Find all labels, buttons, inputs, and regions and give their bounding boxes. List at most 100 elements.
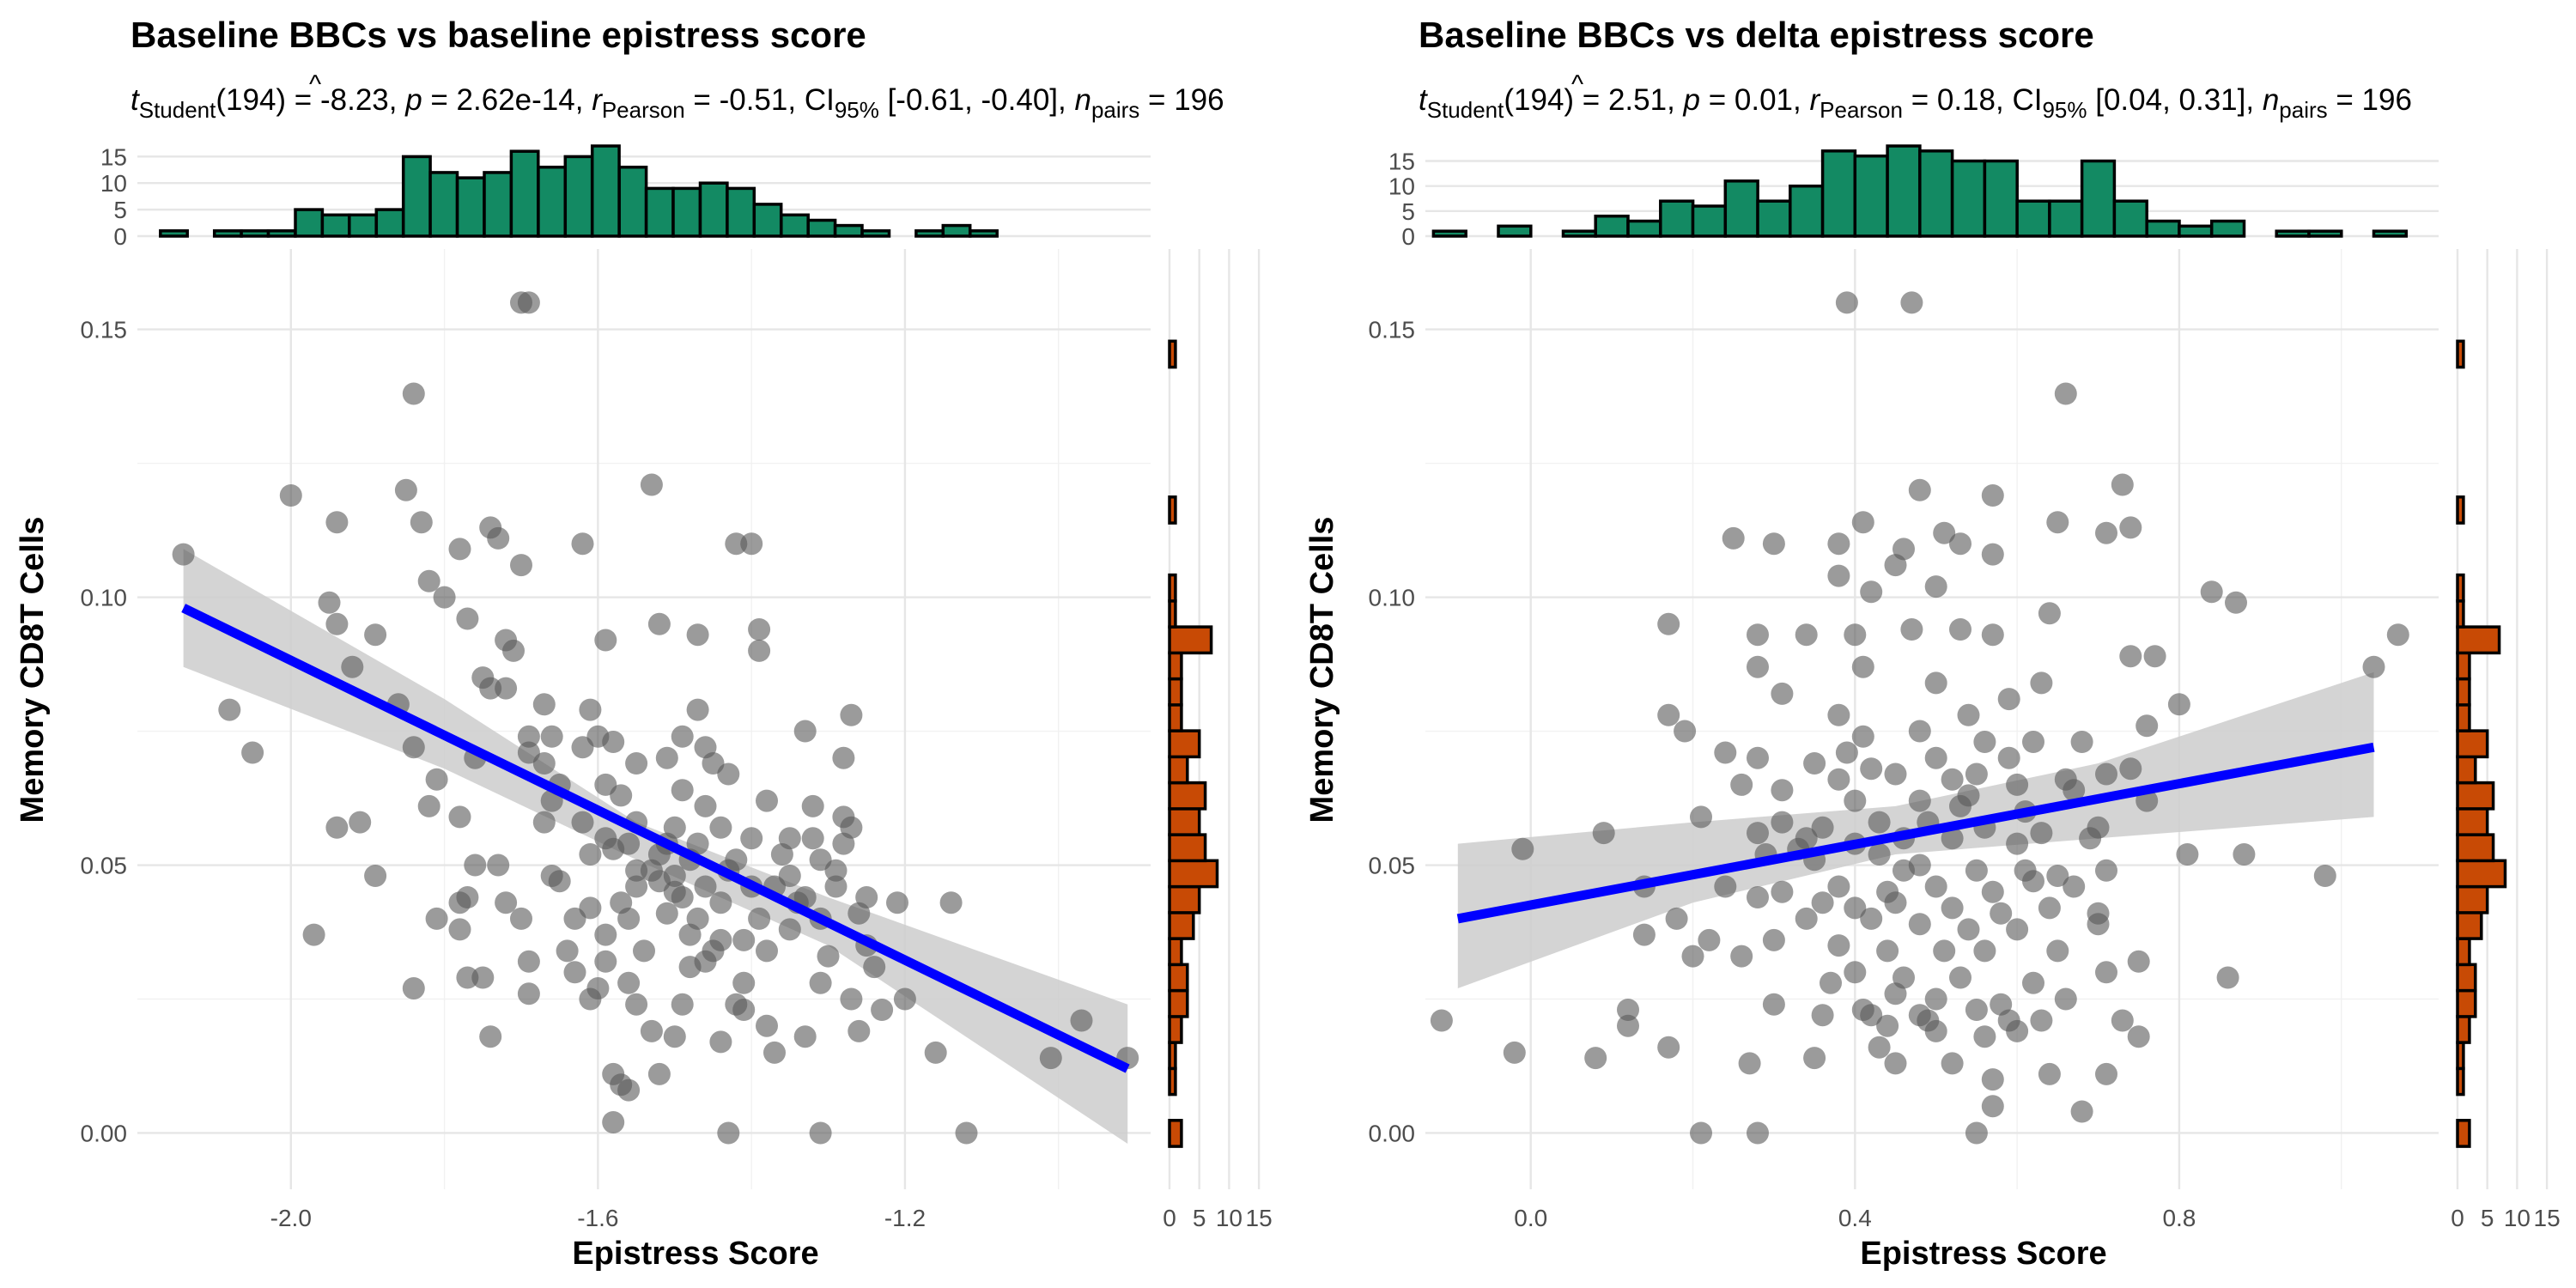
panel-left-y-tick-label: 0.00	[81, 1120, 128, 1146]
panel-right-x-histogram-bar	[1983, 159, 2019, 238]
panel-right-r-hat: ^	[1571, 70, 1583, 99]
panel-right-x-histogram-bar	[1853, 154, 1889, 238]
panel-left-data-point	[686, 698, 709, 721]
panel-left-x-histogram-bar	[240, 229, 270, 238]
panel-left-data-point	[848, 902, 871, 925]
panel-right-data-point	[1981, 1068, 2004, 1091]
panel-right-data-point	[1722, 526, 1745, 550]
panel-left-data-point	[809, 1121, 832, 1145]
panel-right-data-point	[2054, 382, 2077, 405]
panel-right-data-point	[1665, 907, 1688, 930]
panel-left-y-histogram: 0 5 10 15	[1163, 249, 1273, 1231]
panel-left-data-point	[625, 875, 648, 898]
panel-right-data-point	[1714, 741, 1737, 764]
panel-left-y-histogram-bar	[1168, 495, 1177, 525]
panel-left-data-point	[770, 843, 793, 866]
panel-left-x-histogram-bar	[726, 186, 756, 238]
panel-left-data-point	[448, 538, 471, 561]
panel-right-data-point	[2095, 1062, 2117, 1085]
panel-left-data-point	[532, 693, 556, 716]
panel-right-data-point	[1981, 1095, 2004, 1118]
panel-right-y-histogram-bar	[2456, 755, 2477, 785]
panel-right-data-point	[2167, 693, 2190, 716]
panel-right-data-point	[2095, 859, 2117, 882]
panel-left-data-point	[1039, 1047, 1062, 1070]
panel-right-data-point	[1924, 671, 1947, 695]
panel-left-data-point	[602, 731, 625, 753]
panel-right-data-point	[2176, 843, 2199, 866]
panel-right-data-point	[1747, 623, 1769, 647]
panel-left-y-histogram-bar	[1168, 651, 1183, 681]
panel-left-x-histogram-bar	[833, 223, 864, 238]
panel-right-y-histogram-bar	[2456, 1015, 2471, 1044]
panel-right-data-point	[2006, 773, 2029, 796]
panel-right-data-point	[2038, 1062, 2061, 1085]
panel-left-data-point	[417, 794, 440, 817]
panel-left-data-point	[793, 720, 817, 743]
panel-right-data-point	[1941, 768, 1964, 791]
panel-left-data-point	[671, 779, 694, 802]
panel-left-data-point	[740, 532, 763, 556]
panel-left-data-point	[433, 586, 456, 609]
panel-left-data-point	[717, 762, 740, 786]
panel-right-y-histogram-bar	[2456, 937, 2471, 967]
panel-left-y-histogram-tick-label: 5	[1193, 1205, 1206, 1231]
panel-left-y-histogram-bar	[1168, 573, 1177, 603]
panel-right-data-point	[2200, 580, 2223, 604]
panel-left-data-point	[633, 939, 655, 963]
panel-right-data-point	[1957, 918, 1980, 941]
panel-right-data-point	[2095, 521, 2117, 544]
panel-left-y-histogram-bar	[1168, 755, 1189, 785]
panel-right-data-point	[1884, 1052, 1907, 1075]
panel-right-data-point	[1924, 1019, 1947, 1042]
panel-left-y-histogram-bar	[1168, 833, 1207, 863]
panel-left-data-point	[756, 1014, 778, 1037]
panel-left-data-point	[510, 554, 532, 577]
panel-right-data-point	[1811, 816, 1834, 839]
panel-right-data-point	[1771, 682, 1794, 705]
panel-right-x-histogram-bar	[2015, 199, 2051, 238]
panel-left-x-histogram-bar	[428, 171, 459, 238]
panel-right-data-point	[2386, 623, 2409, 647]
panel-right-x-histogram-bar	[1723, 179, 1759, 238]
panel-right-x-histogram-bar	[2275, 229, 2311, 238]
panel-right-data-point	[1893, 859, 1915, 882]
panel-left-data-point	[571, 532, 594, 556]
panel-left-y-histogram-bar	[1168, 988, 1189, 1018]
panel-right-data-point	[1771, 779, 1794, 802]
panel-right-data-point	[1844, 896, 1867, 920]
panel-left-data-point	[456, 966, 479, 989]
panel-left-data-point	[686, 623, 709, 647]
panel-right-x-histogram-bar	[2209, 219, 2246, 238]
panel-right-x-histogram-bar	[1918, 149, 1954, 238]
panel-right-data-point	[1860, 757, 1883, 781]
panel-right-data-point	[2022, 731, 2044, 753]
panel-right-data-point	[2006, 1019, 2029, 1042]
panel-left-data-point	[625, 752, 648, 775]
panel-right-data-point	[2119, 645, 2142, 668]
panel-right-data-point	[2225, 591, 2247, 614]
panel-right-y-histogram-bar	[2456, 963, 2477, 993]
panel-left-x-histogram-bar	[401, 155, 432, 238]
panel-right-data-point	[1795, 907, 1818, 930]
panel-right-y-histogram-bar	[2456, 651, 2471, 681]
panel-left-data-point	[349, 811, 372, 834]
panel-left-data-point	[709, 1030, 732, 1054]
panel-right-data-point	[1762, 532, 1785, 556]
panel-left-x-histogram-bar	[348, 213, 378, 238]
panel-right-data-point	[1690, 805, 1712, 829]
panel-left-data-point	[602, 1111, 625, 1133]
panel-left-data-point	[671, 725, 694, 748]
panel-left-data-point	[709, 816, 732, 839]
panel-right-y-histogram-bar	[2456, 677, 2471, 707]
panel-left-data-point	[809, 971, 832, 994]
panel-right-data-point	[2038, 896, 2061, 920]
panel-left-y-histogram-bar	[1168, 677, 1183, 707]
panel-right-data-point	[2030, 822, 2053, 845]
panel-left-data-point	[832, 746, 855, 769]
panel-right-data-point	[1820, 971, 1842, 994]
panel-right-data-point	[1957, 703, 1980, 726]
panel-left-data-point	[939, 891, 963, 914]
